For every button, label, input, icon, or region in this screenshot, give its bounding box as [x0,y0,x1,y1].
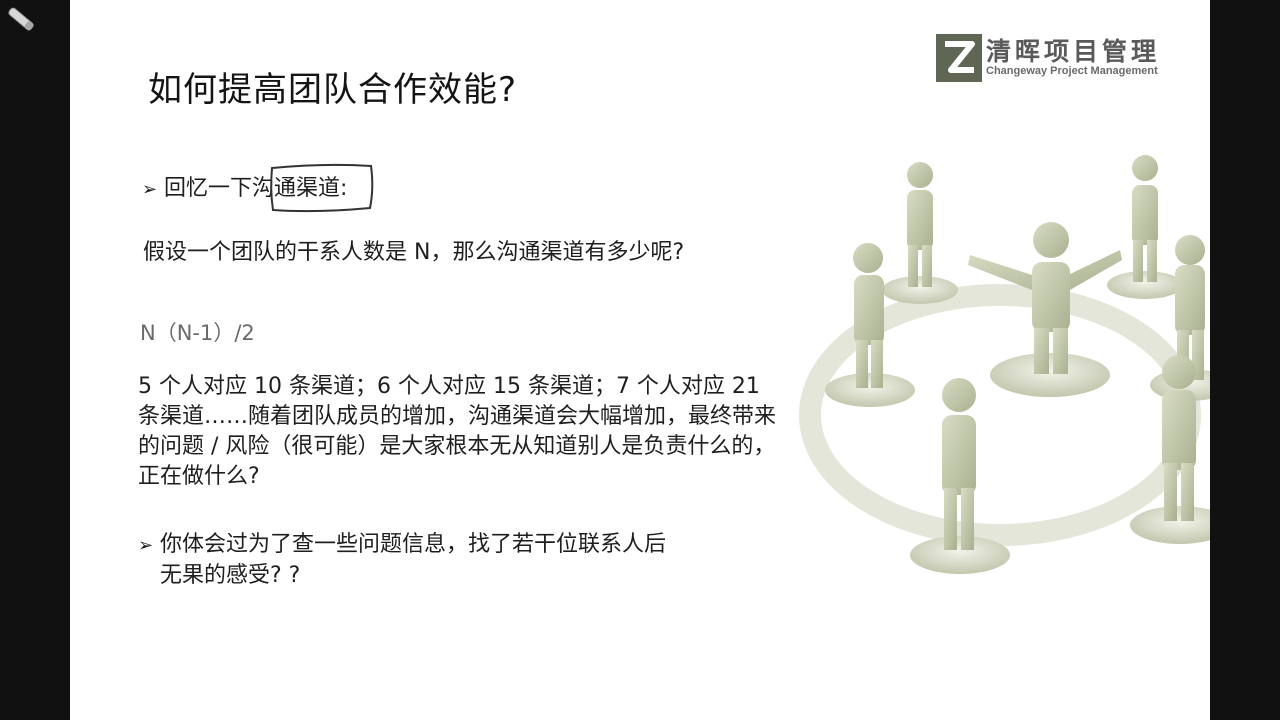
company-logo: 清晖项目管理 Changeway Project Management [936,34,1166,84]
question-text: 假设一个团队的干系人数是 N，那么沟通渠道有多少呢? [143,240,685,265]
figure-left [825,243,915,407]
bullet-experience-line2: 无果的感受? ? [160,563,301,588]
figure-front-right [1130,355,1210,544]
bullet-recall: ➢ 回忆一下沟通渠道: [142,170,347,202]
bullet-experience-line1: 你体会过为了查一些问题信息，找了若干位联系人后 [160,532,667,557]
arrow-bullet-icon: ➢ [142,179,158,200]
figure-front-left [910,378,1010,574]
explanation-paragraph: 5 个人对应 10 条渠道；6 个人对应 15 条渠道；7 个人对应 21 条渠… [138,374,777,489]
team-figures-illustration [799,155,1210,574]
logo-english-name: Changeway Project Management [986,65,1158,77]
handdrawn-callout-box [270,163,374,213]
logo-mark-icon [936,34,982,82]
bullet-recall-suffix: : [340,176,348,201]
bullet-recall-highlight: 沟通渠道 [252,176,341,201]
slide-title: 如何提高团队合作效能? [148,70,518,110]
bullet-experience: ➢ 你体会过为了查一些问题信息，找了若干位联系人后 无果的感受? ? [138,530,758,591]
formula-text: N（N-1）/2 [140,321,255,345]
presentation-slide: 如何提高团队合作效能? 清晖项目管理 Changeway Project Man… [70,0,1210,720]
figure-center [968,222,1122,397]
figure-back-right [1107,155,1183,299]
pen-tool-icon[interactable] [4,4,38,34]
figure-back-left [882,162,958,304]
bullet-recall-prefix: 回忆一下 [164,176,253,201]
arrow-bullet-icon: ➢ [138,535,154,556]
logo-chinese-name: 清晖项目管理 [986,37,1161,66]
